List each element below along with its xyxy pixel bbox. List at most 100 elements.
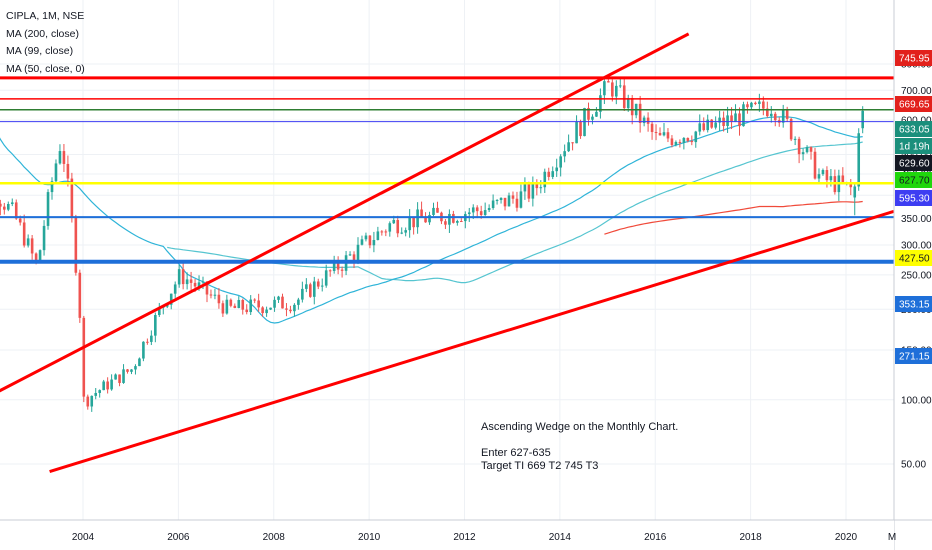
wedge-upper-line <box>0 32 690 393</box>
candle-body <box>785 110 789 119</box>
candle-body <box>547 171 551 177</box>
candle-body <box>821 170 825 175</box>
candle-body <box>3 206 6 210</box>
candle-body <box>801 152 805 155</box>
indicator-ma50: MA (50, close, 0) <box>6 62 85 75</box>
candle-body <box>424 217 427 223</box>
candle-body <box>825 170 829 181</box>
candle-body <box>690 140 694 143</box>
candle-body <box>305 284 308 289</box>
candle-body <box>603 81 606 96</box>
candle-body <box>531 182 535 199</box>
time-tick-label: 2006 <box>167 532 190 543</box>
candle-body <box>555 167 558 172</box>
candle-body <box>273 299 276 308</box>
price-label: 427.50 <box>899 254 930 265</box>
candle-body <box>134 366 137 370</box>
price-label-bg <box>895 172 932 188</box>
candle-body <box>42 225 46 251</box>
candle-body <box>857 133 861 187</box>
candle-body <box>479 211 483 216</box>
candle-body <box>817 174 821 179</box>
candle-body <box>98 390 101 393</box>
price-label: 629.60 <box>899 159 930 170</box>
candle-body <box>758 101 761 104</box>
candle-body <box>519 191 523 208</box>
price-tick-label: 250.00 <box>901 270 932 281</box>
time-tick-label: 2008 <box>263 532 286 543</box>
candle-body <box>245 309 249 313</box>
candle-body <box>726 115 729 126</box>
candle-body <box>233 305 237 309</box>
candle-body <box>94 392 98 396</box>
candle-body <box>205 281 209 295</box>
annotation-line-2: Enter 627-635 <box>481 447 551 459</box>
candle-body <box>642 117 646 123</box>
candle-body <box>551 171 555 177</box>
candle-body <box>420 209 423 218</box>
price-label-bg <box>895 296 932 312</box>
candle-body <box>507 195 511 207</box>
time-axis-panel <box>0 520 894 550</box>
candle-body <box>412 217 415 228</box>
candle-body <box>376 231 380 240</box>
price-label-bg <box>895 50 932 66</box>
candle-body <box>829 176 833 181</box>
candle-body <box>173 284 177 294</box>
candle-body <box>281 296 284 309</box>
candle-body <box>559 156 562 168</box>
candle-body <box>452 213 455 223</box>
candle-body <box>86 396 90 407</box>
candle-body <box>622 85 626 109</box>
candle-body <box>539 187 543 189</box>
candle-body <box>797 138 801 155</box>
candle-body <box>372 239 376 246</box>
price-label: 627.70 <box>899 176 930 187</box>
price-label-bg <box>895 138 932 154</box>
candle-body <box>22 222 26 246</box>
candle-body <box>754 102 757 104</box>
candle-body <box>766 108 769 117</box>
candle-body <box>90 395 94 407</box>
candle-body <box>460 221 463 223</box>
candle-body <box>169 293 173 305</box>
candle-body <box>165 304 169 307</box>
candle-body <box>805 147 809 153</box>
candle-body <box>285 308 288 310</box>
candle-body <box>475 207 479 212</box>
candle-body <box>638 103 642 123</box>
candle-body <box>813 151 817 179</box>
candle-body <box>340 269 344 271</box>
candle-body <box>78 272 82 318</box>
indicator-ma200: MA (200, close) <box>6 27 79 40</box>
candle-body <box>328 270 332 272</box>
candle-body <box>185 279 189 285</box>
candle-body <box>587 107 590 120</box>
time-tick-label: 2010 <box>358 532 381 543</box>
candle-body <box>332 260 336 271</box>
candle-body <box>46 192 50 226</box>
candle-body <box>702 123 706 131</box>
ma-200-line <box>604 200 863 235</box>
candle-body <box>511 195 515 199</box>
candle-body <box>861 110 864 129</box>
candle-body <box>14 202 18 219</box>
candle-body <box>448 213 451 225</box>
price-label: 633.05 <box>899 125 930 136</box>
candle-body <box>0 203 2 207</box>
candle-body <box>301 288 304 300</box>
candle-body <box>742 104 745 127</box>
candle-body <box>18 218 22 223</box>
candle-body <box>571 142 574 144</box>
candle-body <box>241 300 245 310</box>
candle-body <box>750 102 753 108</box>
candle-body <box>416 209 419 228</box>
candle-body <box>849 182 853 188</box>
candle-body <box>444 221 447 225</box>
candle-body <box>142 341 145 359</box>
candle-body <box>527 184 531 199</box>
candle-body <box>607 81 610 83</box>
candle-body <box>599 95 602 112</box>
candle-body <box>110 379 113 390</box>
